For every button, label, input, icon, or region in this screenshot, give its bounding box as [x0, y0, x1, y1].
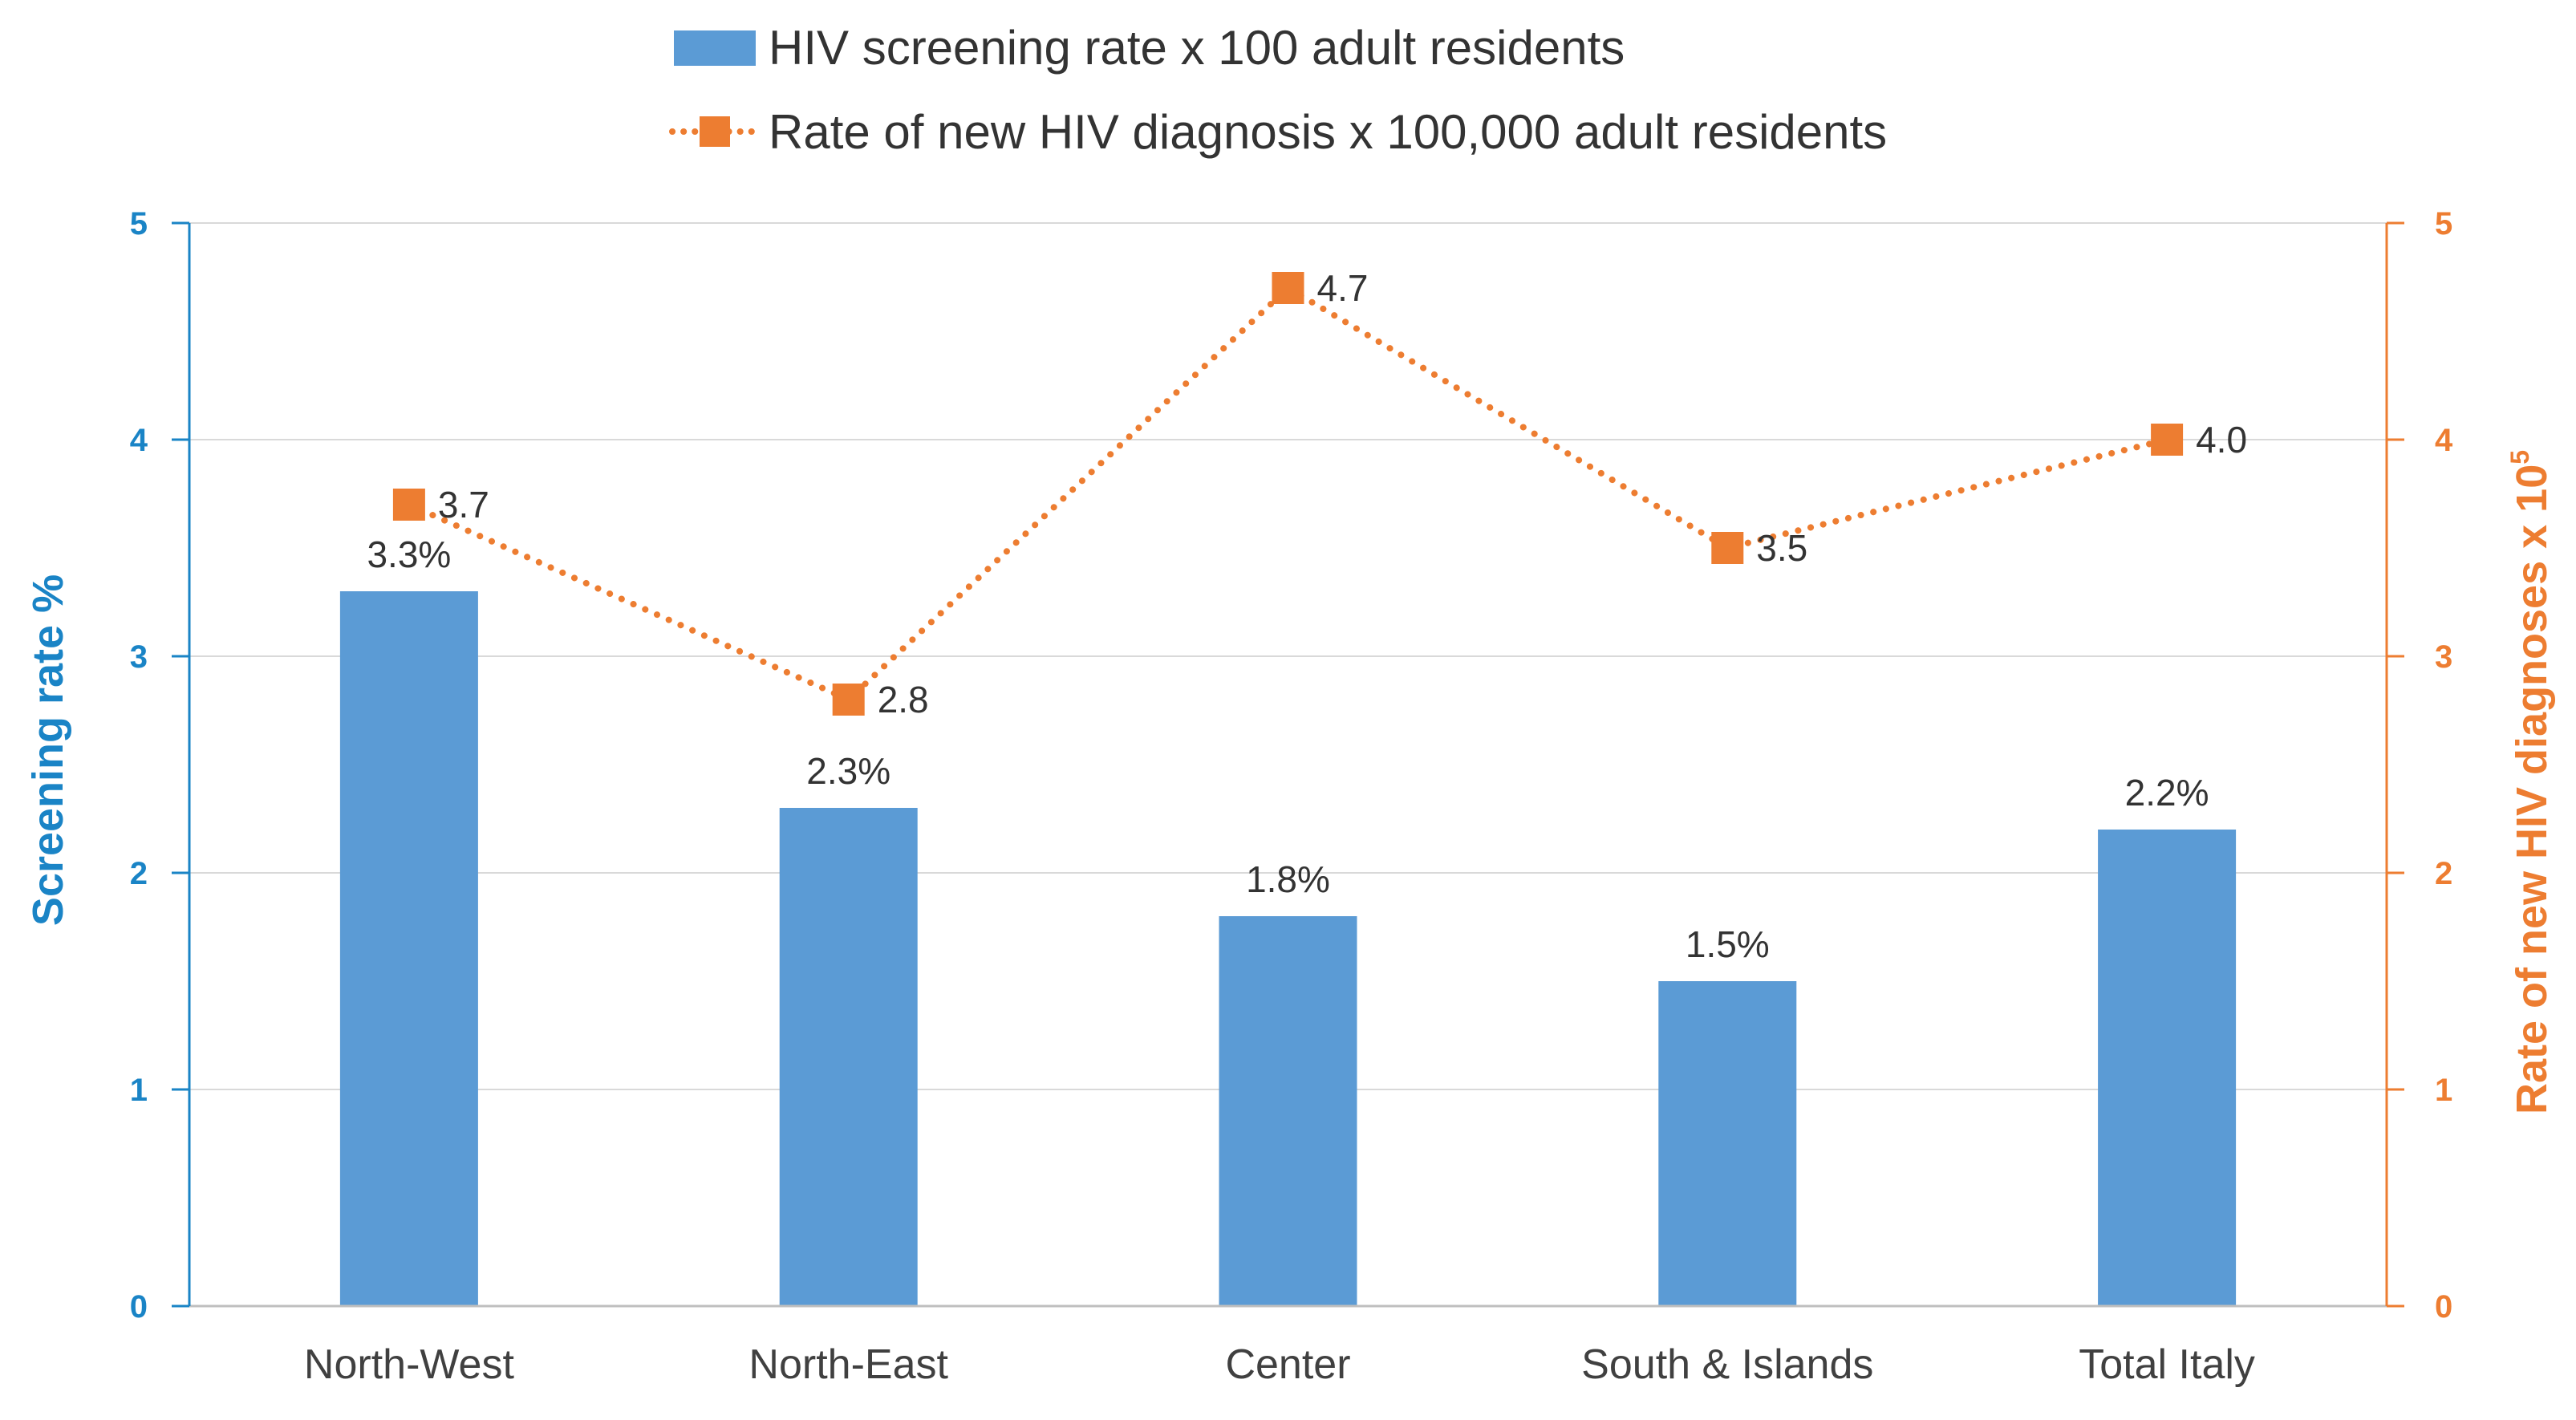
- left-tick-label: 4: [130, 423, 148, 458]
- legend: HIV screening rate x 100 adult residents…: [669, 21, 1887, 159]
- legend-line-marker: [700, 116, 730, 147]
- right-tick-label: 3: [2435, 639, 2452, 675]
- right-tick-label: 1: [2435, 1073, 2452, 1108]
- bar-data-label: 1.8%: [1246, 858, 1330, 900]
- line-marker: [2151, 424, 2184, 456]
- axes: 0 1 2 3 4 5 0 1 2 3 4 5 North-West North-East Center So…: [130, 206, 2453, 1388]
- left-tick-label: 1: [130, 1073, 148, 1108]
- bar: [1658, 981, 1797, 1306]
- bar: [2098, 830, 2237, 1306]
- legend-bar-label: HIV screening rate x 100 adult residents: [769, 21, 1625, 75]
- left-tick-label: 5: [130, 206, 148, 241]
- left-tick-label: 0: [130, 1289, 148, 1325]
- right-axis-title-main: Rate of new HIV diagnoses x 10: [2508, 465, 2556, 1114]
- left-tick-label: 3: [130, 639, 148, 675]
- right-tick-label: 0: [2435, 1289, 2452, 1325]
- bar: [1219, 916, 1357, 1306]
- bar-data-label: 3.3%: [367, 534, 451, 575]
- bar: [779, 808, 918, 1306]
- line-data-label: 2.8: [878, 679, 929, 720]
- category-label: North-East: [748, 1341, 948, 1388]
- right-axis-title-sup: 5: [2505, 450, 2534, 465]
- line-data-label: 3.7: [438, 484, 489, 525]
- right-axis-title: Rate of new HIV diagnoses x 105: [2505, 450, 2556, 1114]
- line-marker: [1711, 532, 1744, 564]
- bars: 3.3% 2.3% 1.8% 1.5% 2.2%: [339, 534, 2237, 1306]
- diagnosis-rate-line: [405, 284, 2171, 704]
- line-layer: 3.7 2.8 4.7 3.5 4.0: [392, 267, 2247, 720]
- line-data-label: 4.0: [2196, 419, 2247, 460]
- line-marker: [392, 489, 425, 521]
- line-data-label: 3.5: [1756, 527, 1807, 569]
- legend-bar-swatch: [674, 30, 756, 66]
- line-marker: [832, 684, 865, 716]
- bar-data-label: 1.5%: [1686, 923, 1770, 965]
- bar-data-label: 2.2%: [2125, 772, 2209, 813]
- category-label: North-West: [304, 1341, 515, 1388]
- legend-line-label: Rate of new HIV diagnosis x 100,000 adul…: [769, 105, 1887, 159]
- left-tick-label: 2: [130, 856, 148, 891]
- line-data-label: 4.7: [1317, 267, 1369, 309]
- gridlines: [189, 222, 2387, 1090]
- right-tick-label: 4: [2435, 423, 2453, 458]
- bar-data-label: 2.3%: [806, 750, 890, 792]
- bar: [339, 591, 478, 1306]
- left-axis-title: Screening rate %: [24, 574, 72, 926]
- line-marker: [1272, 272, 1304, 304]
- right-tick-label: 5: [2435, 206, 2452, 241]
- right-tick-label: 2: [2435, 856, 2452, 891]
- category-label: Total Italy: [2079, 1341, 2255, 1388]
- category-label: South & Islands: [1581, 1341, 1873, 1388]
- category-label: Center: [1225, 1341, 1350, 1388]
